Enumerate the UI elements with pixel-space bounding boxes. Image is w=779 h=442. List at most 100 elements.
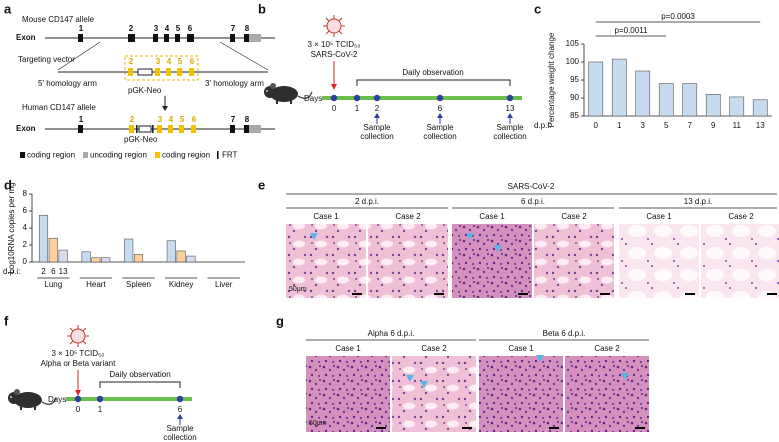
crossover-line — [219, 41, 269, 71]
x-tick-label: 13 — [756, 121, 765, 130]
frt — [152, 125, 154, 133]
day-label: 2 — [375, 104, 380, 113]
dose: 3 × 10⁵ TCID₅₀ — [307, 40, 360, 49]
x-tick-label: 7 — [688, 121, 693, 130]
exon — [164, 34, 169, 42]
day-label: 6 — [438, 104, 443, 113]
bar — [705, 94, 721, 117]
cassette-label: pGK-Neo — [124, 135, 158, 144]
exon-number: 6 — [188, 24, 193, 33]
exon — [187, 34, 194, 42]
case-label: Case 2 — [561, 212, 587, 221]
exon-number: 2 — [130, 115, 135, 124]
bar — [658, 83, 674, 117]
histology-image — [368, 224, 448, 298]
exon-label: Exon — [16, 33, 36, 42]
exon — [177, 68, 182, 76]
day-label: 0 — [332, 104, 337, 113]
x-axis-label: d.p.i: — [3, 267, 20, 276]
exon-number: 8 — [245, 115, 250, 124]
sample-label: Sample — [426, 123, 454, 132]
arrow-marker — [406, 375, 414, 382]
bar — [81, 251, 91, 263]
exon — [168, 125, 173, 133]
group-label: Beta 6 d.p.i. — [543, 329, 586, 338]
bar — [752, 99, 768, 117]
series-label: 13 — [59, 267, 68, 276]
arrow-head — [437, 113, 443, 118]
legend-label: uncoding region — [90, 151, 147, 160]
panel-label: e — [258, 177, 265, 192]
bar — [729, 96, 745, 117]
series-label: 6 — [51, 267, 56, 276]
utr — [249, 34, 261, 42]
exon — [244, 125, 249, 133]
case-label: Case 1 — [313, 212, 339, 221]
histology-image — [306, 356, 390, 432]
exon-number: 8 — [245, 24, 250, 33]
arrow-marker — [466, 233, 474, 240]
x-tick-label: Lung — [44, 280, 62, 289]
p-value: p=0.0011 — [615, 26, 649, 35]
histology-image — [452, 224, 532, 298]
arrow-marker — [536, 355, 544, 362]
panel-label: f — [4, 313, 9, 328]
arrow-head — [75, 390, 81, 396]
x-tick-label: Spleen — [126, 280, 151, 289]
case-label: Case 2 — [728, 212, 754, 221]
arrow-head — [507, 113, 513, 118]
bar — [166, 240, 176, 263]
exon-number: 4 — [165, 24, 170, 33]
y-tick-label: 95 — [570, 75, 579, 84]
exon — [244, 34, 249, 42]
virus-name: SARS-CoV-2 — [311, 50, 358, 59]
bar — [133, 254, 144, 263]
homology-arm: 3' homology arm — [205, 79, 264, 88]
histology-image — [392, 356, 476, 432]
histology-image — [565, 356, 649, 432]
bar — [186, 255, 196, 263]
group-label: 2 d.p.i. — [355, 197, 379, 206]
observation-label: Daily observation — [109, 370, 170, 379]
scale-label: 50μm — [289, 286, 307, 293]
exon-number: 4 — [169, 115, 174, 124]
exon-number: 2 — [129, 57, 134, 66]
arrow-marker — [494, 245, 502, 252]
frt — [136, 125, 138, 133]
x-tick-label: 9 — [711, 121, 716, 130]
bracket — [356, 79, 511, 86]
x-tick-label: 0 — [594, 121, 599, 130]
day-label: 6 — [178, 405, 183, 414]
dose: 3 × 10⁵ TCID₅₀ — [51, 349, 104, 358]
arrow-marker — [621, 373, 629, 380]
x-tick-label: 5 — [664, 121, 669, 130]
exon — [166, 68, 171, 76]
time-point — [436, 94, 444, 102]
x-tick-label: Liver — [215, 280, 233, 289]
group-label: 6 d.p.i. — [521, 197, 545, 206]
y-tick-label: 8 — [23, 189, 28, 198]
bar — [682, 83, 698, 117]
sample-label: Sample — [166, 424, 194, 433]
variant-name: Alpha or Beta variant — [41, 359, 116, 368]
x-tick-label: Heart — [86, 280, 106, 289]
x-axis-label: d.p.i: — [534, 121, 551, 130]
exon-number: 3 — [154, 24, 159, 33]
bar — [588, 61, 604, 117]
arrow-marker — [420, 381, 428, 388]
bar — [101, 257, 111, 263]
p-value: p=0.0003 — [661, 12, 695, 21]
exon — [153, 34, 158, 42]
y-tick-label: 100 — [566, 57, 580, 66]
replacement-box — [124, 55, 199, 81]
y-axis-label: Log10RNA copies per mg — [7, 182, 16, 273]
allele-title: Mouse CD147 allele — [22, 15, 95, 24]
arrow-head — [162, 106, 168, 111]
panel-label: g — [276, 313, 284, 328]
histology-image — [701, 224, 779, 298]
day-label: 13 — [506, 104, 515, 113]
legend-label: coding region — [162, 151, 210, 160]
arrow-head — [177, 414, 183, 419]
legend-label: coding region — [27, 151, 75, 160]
